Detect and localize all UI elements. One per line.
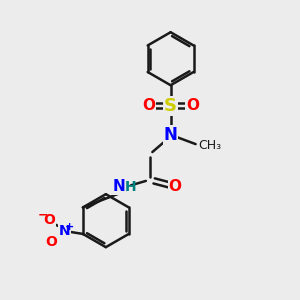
Text: O: O (142, 98, 155, 113)
Text: O: O (186, 98, 199, 113)
Text: CH₃: CH₃ (199, 139, 222, 152)
Text: N: N (112, 179, 125, 194)
Text: O: O (44, 213, 55, 227)
Text: +: + (65, 222, 75, 232)
Text: S: S (164, 97, 177, 115)
Text: N: N (164, 126, 178, 144)
Text: H: H (125, 180, 136, 194)
Text: N: N (59, 224, 70, 238)
Text: O: O (169, 179, 182, 194)
Text: O: O (45, 235, 57, 249)
Text: −: − (38, 209, 48, 222)
